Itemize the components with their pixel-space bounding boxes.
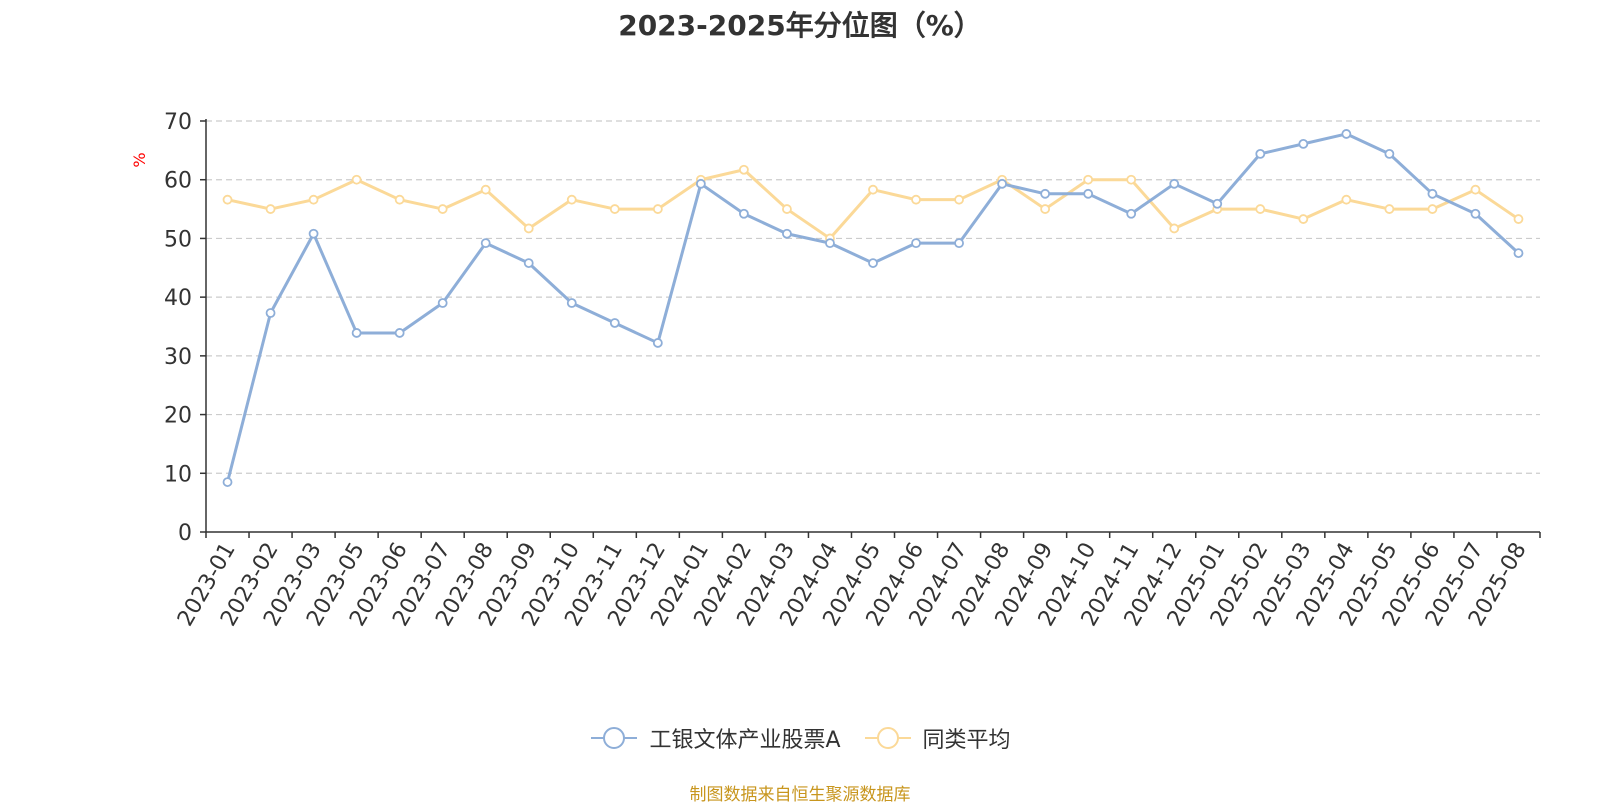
data-point-fund[interactable] — [868, 258, 878, 268]
y-tick-label: 70 — [164, 110, 192, 135]
data-point-fund[interactable] — [437, 298, 448, 308]
data-point-fund[interactable] — [1255, 148, 1266, 159]
data-point-average[interactable] — [1384, 204, 1395, 214]
legend-label-fund: 工银文体产业股票A — [649, 728, 841, 753]
y-tick-label: 50 — [164, 227, 192, 252]
data-point-average[interactable] — [1083, 174, 1094, 185]
data-point-fund[interactable] — [739, 208, 749, 219]
data-point-average[interactable] — [911, 194, 921, 205]
legend-item-average[interactable]: 同类平均 — [863, 722, 1011, 754]
data-point-fund[interactable] — [1298, 138, 1309, 149]
legend: 工银文体产业股票A 同类平均 — [0, 722, 1600, 754]
data-point-fund[interactable] — [1470, 208, 1481, 219]
legend-item-fund[interactable]: 工银文体产业股票A — [589, 722, 841, 754]
data-point-average[interactable] — [739, 164, 749, 175]
data-point-average[interactable] — [954, 194, 964, 205]
data-point-average[interactable] — [1298, 214, 1309, 224]
series-lines — [222, 129, 1524, 487]
data-point-average[interactable] — [1040, 204, 1051, 214]
data-point-average[interactable] — [868, 184, 878, 195]
data-point-fund[interactable] — [308, 228, 319, 239]
axes: 0102030405060702023-012023-022023-032023… — [164, 110, 1541, 631]
source-note: 制图数据来自恒生聚源数据库 — [689, 785, 911, 805]
y-tick-label: 40 — [164, 286, 192, 311]
data-point-fund[interactable] — [954, 238, 964, 249]
data-point-average[interactable] — [609, 204, 620, 214]
data-point-average[interactable] — [480, 184, 491, 195]
data-point-fund[interactable] — [1083, 188, 1094, 199]
data-point-fund[interactable] — [652, 338, 663, 348]
y-tick-label: 10 — [164, 462, 192, 487]
legend-label-average: 同类平均 — [922, 728, 1011, 753]
data-point-fund[interactable] — [1040, 188, 1051, 199]
legend-marker-fund — [591, 727, 638, 749]
data-point-fund[interactable] — [911, 238, 921, 249]
data-point-average[interactable] — [265, 204, 276, 214]
data-point-average[interactable] — [1169, 223, 1180, 234]
data-point-fund[interactable] — [997, 178, 1007, 189]
data-point-average[interactable] — [437, 204, 448, 214]
data-point-average[interactable] — [1255, 204, 1266, 214]
legend-marker-average — [864, 727, 911, 749]
data-point-fund[interactable] — [566, 298, 577, 308]
data-point-average[interactable] — [308, 194, 319, 205]
data-point-fund[interactable] — [782, 228, 792, 239]
data-point-fund[interactable] — [265, 308, 276, 318]
data-point-fund[interactable] — [523, 258, 534, 268]
data-point-average[interactable] — [222, 194, 233, 205]
data-point-average[interactable] — [1427, 204, 1438, 214]
data-point-average[interactable] — [1513, 214, 1524, 224]
data-point-fund[interactable] — [609, 318, 620, 328]
data-point-average[interactable] — [351, 174, 362, 185]
y-axis-label: % — [130, 152, 149, 167]
data-point-average[interactable] — [394, 194, 405, 205]
data-point-fund[interactable] — [351, 328, 362, 338]
data-point-average[interactable] — [523, 223, 534, 234]
data-point-fund[interactable] — [825, 238, 835, 249]
data-point-fund[interactable] — [480, 238, 491, 249]
data-point-fund[interactable] — [1513, 248, 1524, 259]
data-point-average[interactable] — [1126, 174, 1137, 185]
data-point-fund[interactable] — [394, 328, 405, 338]
data-point-average[interactable] — [1341, 194, 1352, 205]
data-point-fund[interactable] — [1126, 208, 1137, 219]
data-point-average[interactable] — [782, 204, 792, 214]
data-point-average[interactable] — [652, 204, 663, 214]
gridlines — [206, 120, 1540, 474]
data-point-fund[interactable] — [1427, 188, 1438, 199]
y-tick-label: 60 — [164, 169, 192, 194]
data-point-fund[interactable] — [1384, 148, 1395, 159]
data-point-average[interactable] — [566, 194, 577, 205]
data-point-fund[interactable] — [222, 477, 233, 487]
chart-title: 2023-2025年分位图（%） — [618, 9, 982, 42]
data-point-fund[interactable] — [695, 178, 706, 189]
data-point-fund[interactable] — [1212, 198, 1223, 209]
y-tick-label: 0 — [178, 521, 192, 546]
y-tick-label: 30 — [164, 345, 192, 370]
y-tick-label: 20 — [164, 404, 192, 429]
data-point-fund[interactable] — [1341, 129, 1352, 139]
data-point-average[interactable] — [1470, 184, 1481, 195]
data-point-fund[interactable] — [1169, 178, 1180, 189]
